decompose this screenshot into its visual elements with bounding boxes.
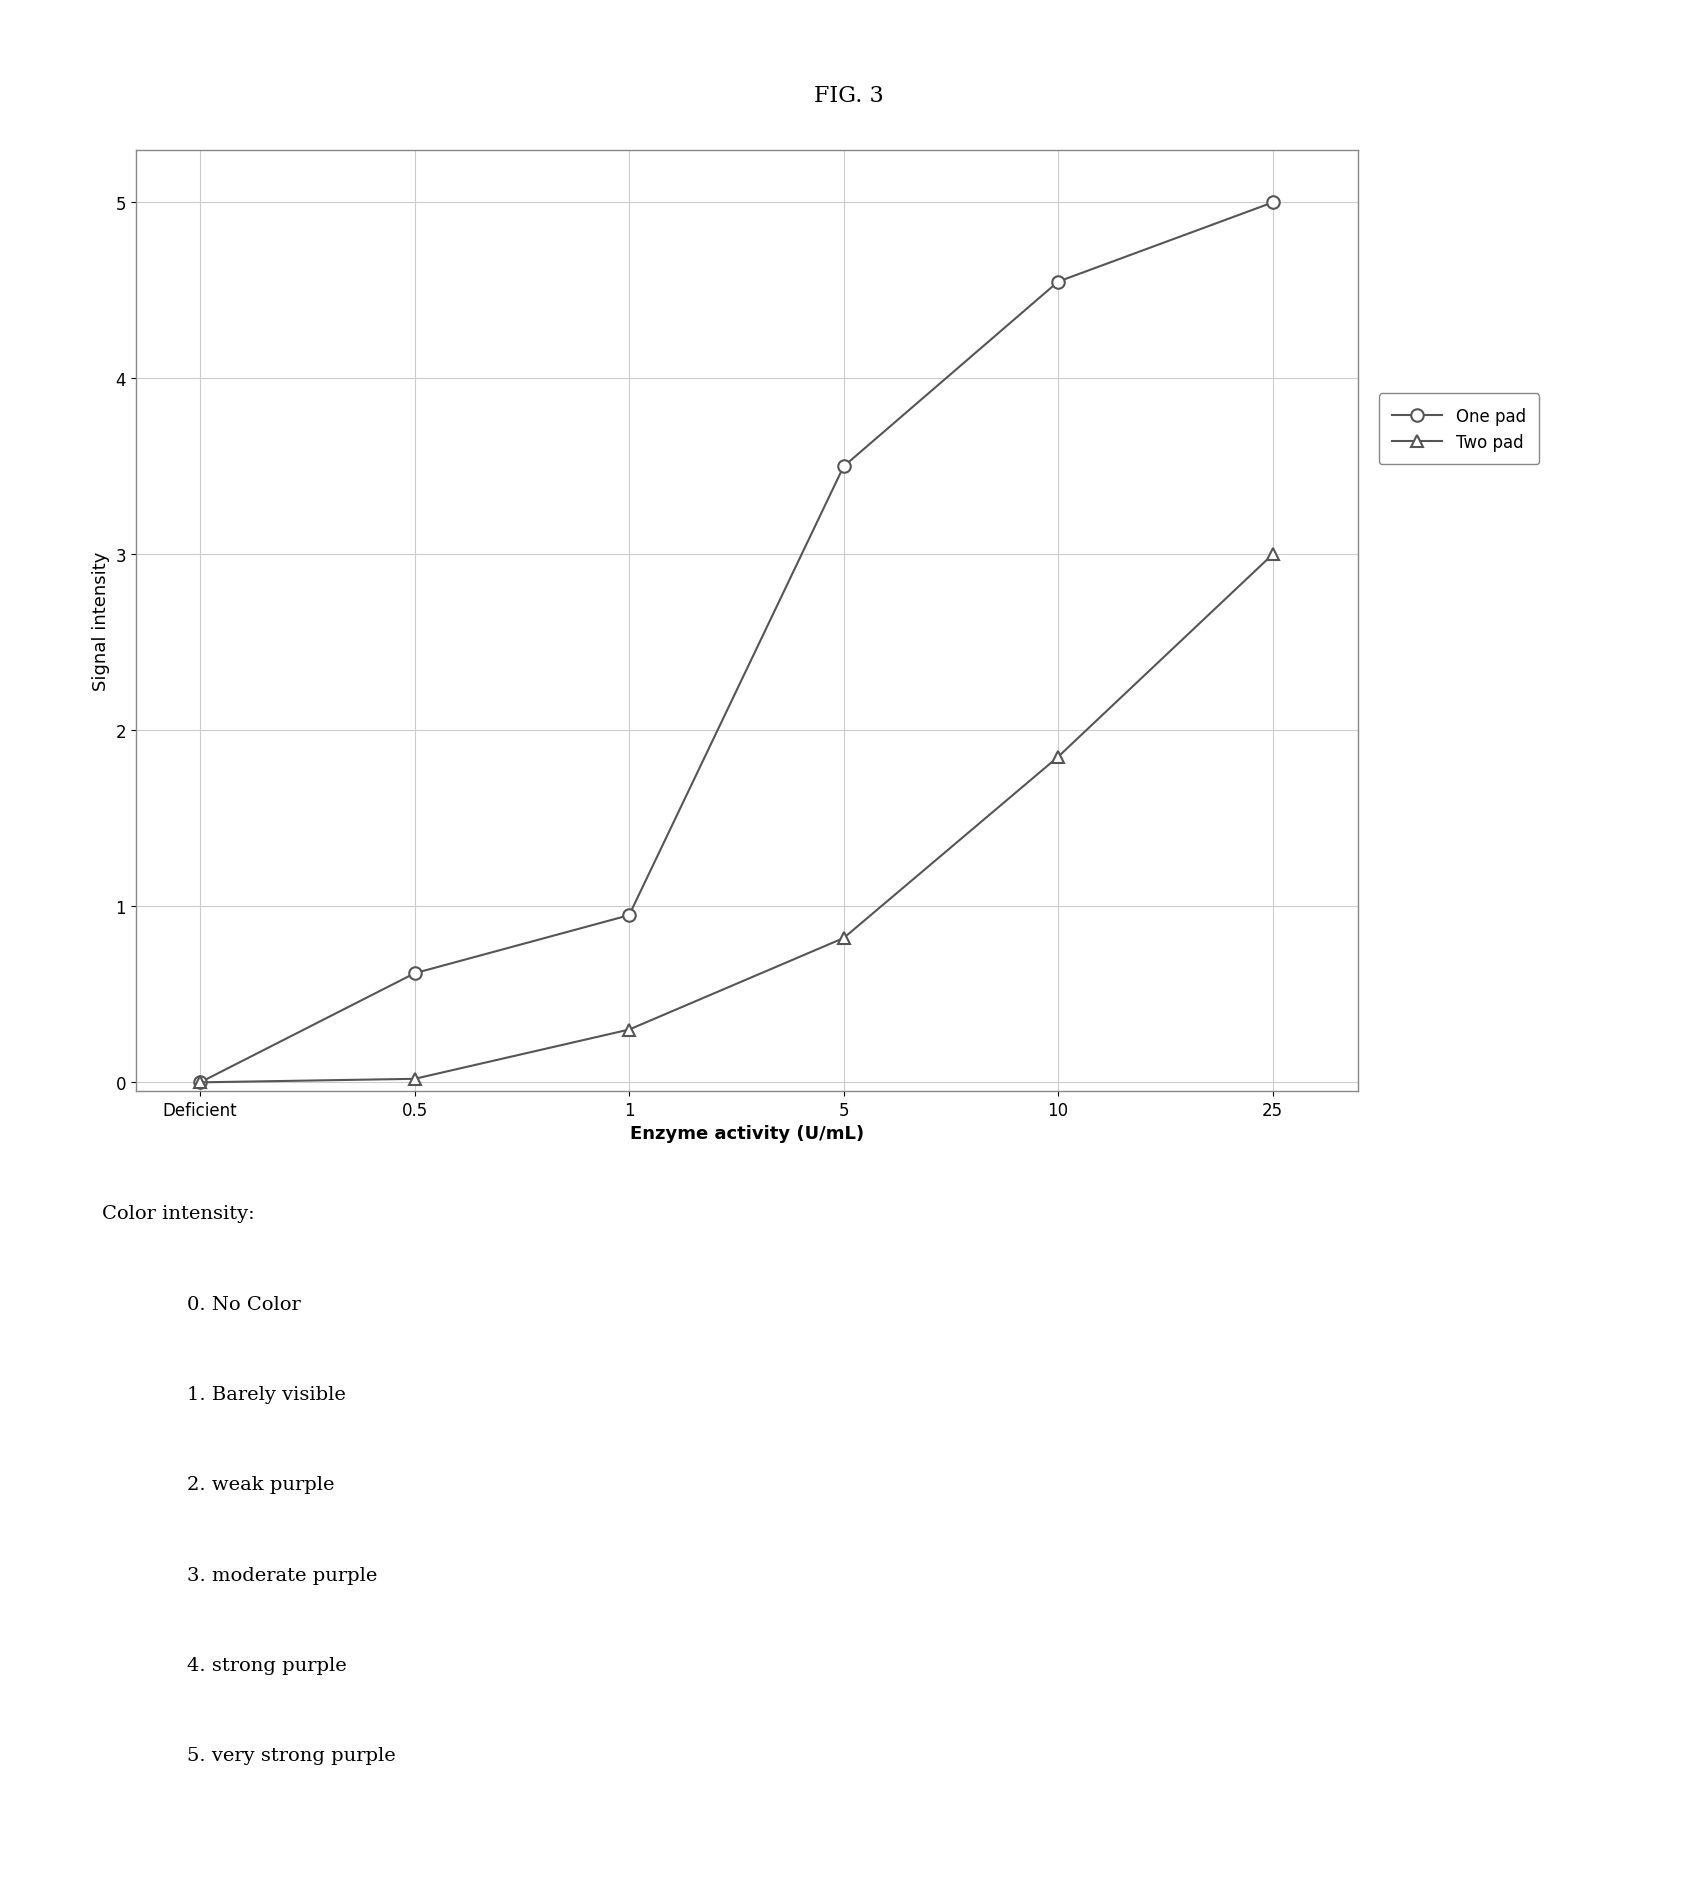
Y-axis label: Signal intensity: Signal intensity bbox=[92, 551, 110, 691]
Line: One pad: One pad bbox=[194, 198, 1279, 1090]
One pad bbox=[1048, 271, 1068, 294]
Two pad bbox=[1262, 544, 1282, 566]
X-axis label: Enzyme activity (U/mL): Enzyme activity (U/mL) bbox=[630, 1125, 864, 1142]
Text: 0. No Color: 0. No Color bbox=[187, 1295, 301, 1314]
One pad bbox=[620, 905, 640, 928]
One pad bbox=[1262, 192, 1282, 215]
Text: 5. very strong purple: 5. very strong purple bbox=[187, 1746, 396, 1765]
One pad bbox=[190, 1071, 211, 1093]
One pad bbox=[834, 455, 854, 478]
Text: Color intensity:: Color intensity: bbox=[102, 1204, 255, 1223]
Text: FIG. 3: FIG. 3 bbox=[813, 85, 885, 107]
Line: Two pad: Two pad bbox=[194, 550, 1279, 1090]
Text: 2. weak purple: 2. weak purple bbox=[187, 1475, 335, 1494]
Two pad bbox=[1048, 745, 1068, 768]
Two pad bbox=[834, 928, 854, 950]
Two pad bbox=[190, 1071, 211, 1093]
Two pad bbox=[620, 1018, 640, 1041]
Text: 1. Barely visible: 1. Barely visible bbox=[187, 1385, 346, 1404]
Text: 3. moderate purple: 3. moderate purple bbox=[187, 1566, 377, 1585]
Legend: One pad, Two pad: One pad, Two pad bbox=[1379, 393, 1538, 465]
One pad bbox=[404, 962, 424, 984]
Text: 4. strong purple: 4. strong purple bbox=[187, 1656, 346, 1675]
Two pad bbox=[404, 1067, 424, 1090]
